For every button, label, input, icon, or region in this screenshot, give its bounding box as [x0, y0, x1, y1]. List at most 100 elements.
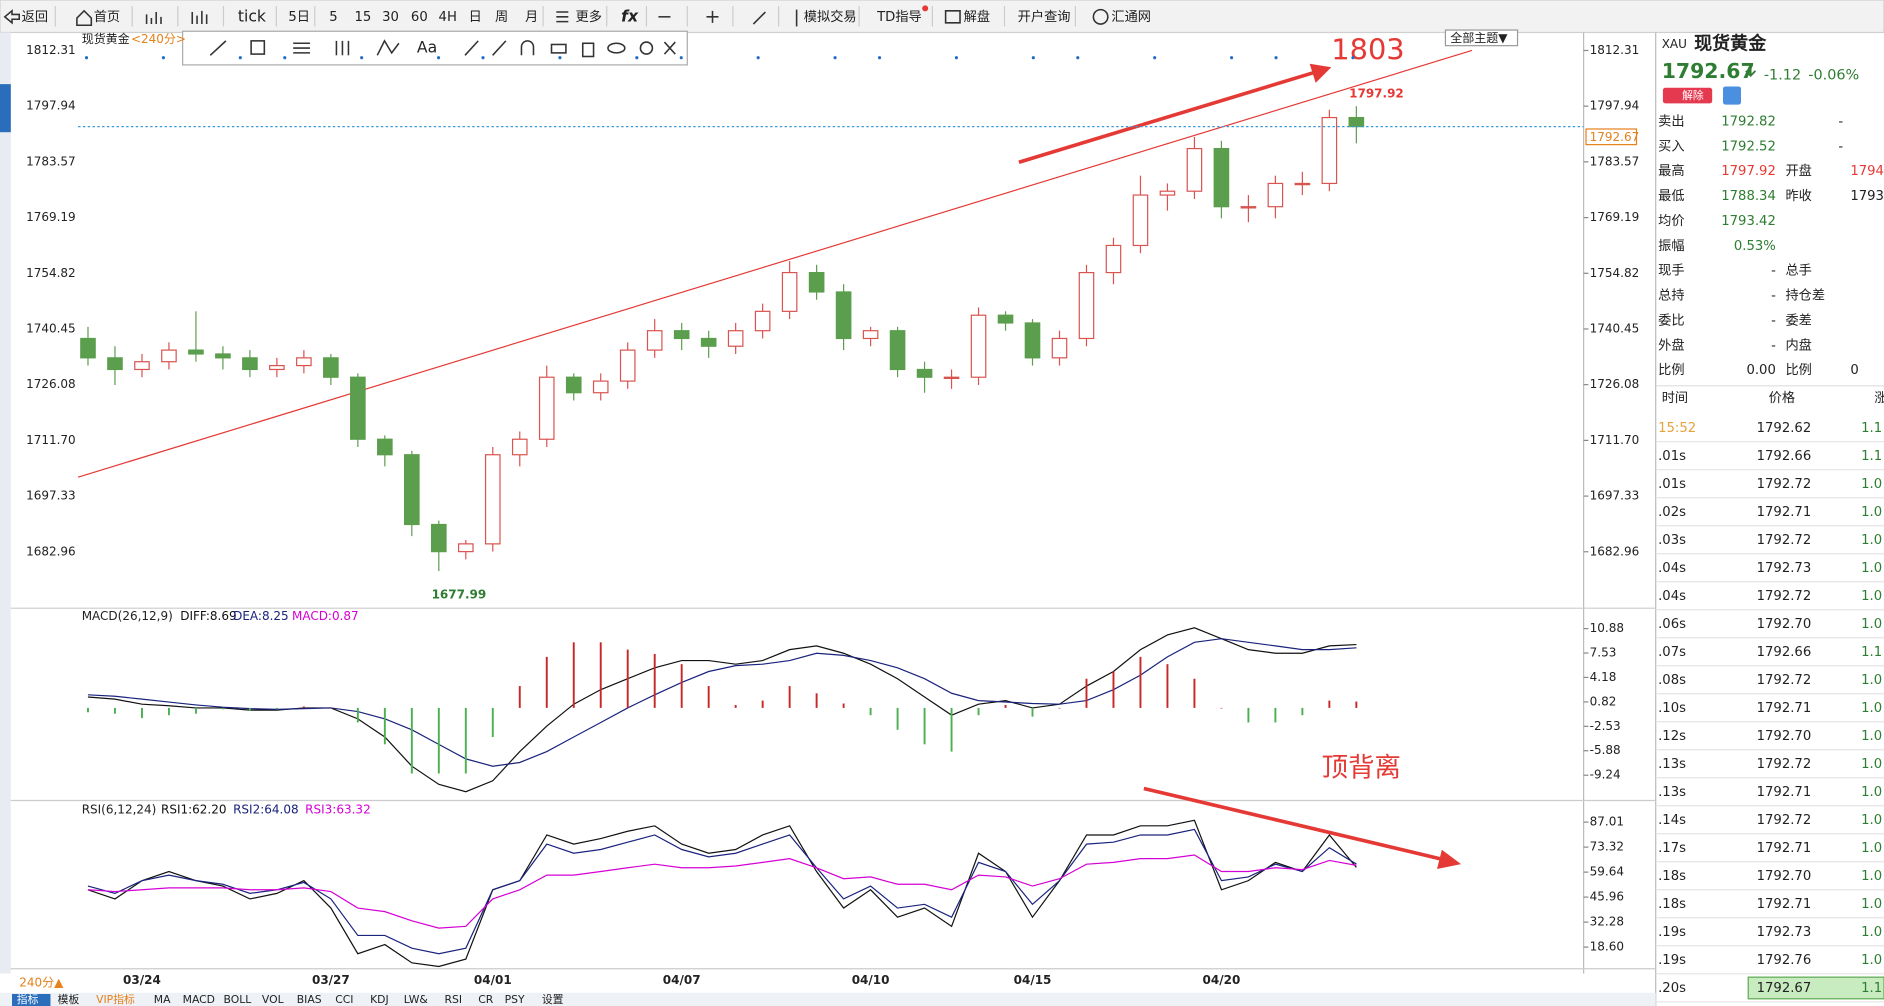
quote-value: 0.53%	[1734, 239, 1776, 254]
toolbar-button[interactable]: 解盘	[964, 8, 990, 25]
toolbar-button[interactable]: 月	[525, 10, 538, 25]
candle-body	[943, 376, 960, 380]
theme-button-box[interactable]	[1444, 29, 1519, 47]
toolbar-button[interactable]: 5日	[288, 10, 310, 25]
toolbar-button[interactable]: 首页	[94, 9, 120, 25]
y-tick-label: 7.53	[1590, 646, 1617, 660]
eraser-tool[interactable]	[550, 43, 567, 54]
trade-time: .19s	[1658, 953, 1686, 968]
toolbar-button[interactable]: 开户查询	[1018, 8, 1071, 25]
indicator-tab[interactable]: RSI	[445, 993, 463, 1006]
alert-button[interactable]	[1722, 86, 1742, 105]
toolbar-icon[interactable]	[3, 9, 21, 25]
indicator-tab[interactable]: LW&	[404, 993, 429, 1006]
indicator-tab[interactable]: MACD	[183, 993, 215, 1006]
indicator-tab[interactable]: MA	[154, 993, 171, 1006]
candle-body	[1159, 190, 1176, 196]
event-dot	[756, 56, 760, 60]
trade-price: 1792.72	[1757, 533, 1812, 548]
trade-change: 1.0	[1861, 813, 1882, 828]
macd-bar	[464, 707, 467, 774]
indicator-tab[interactable]: PSY	[505, 993, 525, 1006]
macd-bar	[302, 706, 305, 708]
toolbar-button[interactable]: fx	[621, 7, 639, 25]
notification-dot	[922, 5, 929, 12]
indicator-tab[interactable]: 指标	[17, 992, 39, 1006]
side-tab-active[interactable]	[0, 84, 11, 133]
candle-body	[161, 349, 177, 363]
toolbar-button[interactable]: 30	[382, 10, 399, 25]
toolbar-button[interactable]: 日	[469, 10, 482, 25]
font-tool[interactable]: Aa	[417, 39, 437, 57]
toolbar-icon[interactable]	[145, 12, 162, 25]
toolbar-button[interactable]: 返回	[22, 9, 48, 25]
indicator-tab[interactable]: VIP指标	[96, 992, 135, 1006]
toolbar-icon[interactable]	[1092, 8, 1109, 25]
candle-body	[404, 454, 420, 526]
toolbar-button[interactable]: tick	[238, 7, 266, 25]
quote-label: 现手	[1658, 263, 1684, 279]
macd-bar	[221, 707, 224, 710]
toolbar-icon[interactable]	[191, 10, 208, 25]
price-change-pct: -0.06%	[1808, 68, 1859, 84]
quote-value: 1792.52	[1721, 139, 1776, 154]
unwatch-label[interactable]: 解除	[1682, 88, 1704, 102]
indicator-tab[interactable]: CR	[478, 993, 494, 1006]
event-dot	[238, 56, 242, 60]
indicator-tab[interactable]: 模板	[58, 992, 80, 1006]
period-selector[interactable]: 240分▲	[19, 976, 64, 990]
y-tick-label: -9.24	[1590, 768, 1621, 782]
toolbar-icon[interactable]	[944, 10, 961, 24]
toolbar-button[interactable]: 模拟交易	[804, 8, 857, 25]
x-tick-label: 04/15	[1014, 973, 1052, 987]
toolbar-icon[interactable]	[752, 11, 766, 25]
line-tool[interactable]	[209, 40, 227, 56]
unwatch-button[interactable]	[1662, 87, 1713, 104]
toolbar-button[interactable]: TD指导	[876, 9, 922, 25]
quote-value: 1792.82	[1721, 114, 1776, 129]
indicator-tab[interactable]: BOLL	[223, 993, 251, 1006]
ruler-tool[interactable]	[464, 40, 479, 56]
macd-bar	[599, 642, 602, 708]
indicator-tab[interactable]: VOL	[262, 993, 284, 1006]
candle-body	[1024, 322, 1041, 359]
toolbar-button[interactable]: 汇通网	[1111, 9, 1151, 25]
pen-tool[interactable]	[492, 40, 507, 56]
settings-tool[interactable]	[639, 41, 654, 55]
quote-value: 1794	[1850, 164, 1884, 179]
toolbar-icon[interactable]	[556, 11, 569, 23]
indicator-tab[interactable]: BIAS	[297, 993, 322, 1006]
trade-change: 1.0	[1861, 869, 1882, 884]
rect-tool[interactable]	[250, 40, 266, 55]
indicator-tab[interactable]: CCI	[335, 993, 353, 1006]
macd-bar	[950, 707, 953, 752]
y-tick-label: 4.18	[1590, 670, 1617, 684]
drawing-toolbar	[182, 30, 688, 66]
toolbar-button[interactable]: 5	[329, 10, 337, 25]
close-tool[interactable]	[663, 41, 676, 55]
magnet-tool[interactable]	[520, 40, 535, 56]
toolbar-button[interactable]: 15	[354, 10, 371, 25]
legend-entry: RSI3:63.32	[305, 803, 371, 817]
toolbar-button[interactable]: 60	[411, 10, 428, 25]
indicator-tab[interactable]: 设置	[542, 993, 564, 1006]
candle-body	[269, 364, 285, 371]
toolbar-button[interactable]: 4H	[439, 10, 457, 25]
trade-change: 1.0	[1861, 505, 1882, 520]
visibility-tool[interactable]	[607, 42, 626, 54]
x-tick-label: 03/24	[123, 973, 161, 987]
candle-body	[296, 357, 312, 367]
y-tick-label: 18.60	[1590, 940, 1624, 954]
delete-tool[interactable]	[581, 42, 595, 58]
theme-button[interactable]: 全部主题▼	[1450, 30, 1508, 45]
toolbar-icon[interactable]	[706, 10, 719, 23]
candle-body	[862, 330, 879, 340]
trade-price: 1792.72	[1757, 673, 1812, 688]
indicator-tab[interactable]: KDJ	[370, 993, 389, 1006]
toolbar-icon[interactable]	[76, 9, 93, 27]
last-price-label: 1792.67	[1590, 130, 1640, 144]
pattern-tool[interactable]	[376, 39, 400, 56]
toolbar-button[interactable]: 周	[495, 10, 508, 25]
macd-bar	[167, 707, 170, 716]
toolbar-button[interactable]: 更多	[576, 8, 602, 25]
